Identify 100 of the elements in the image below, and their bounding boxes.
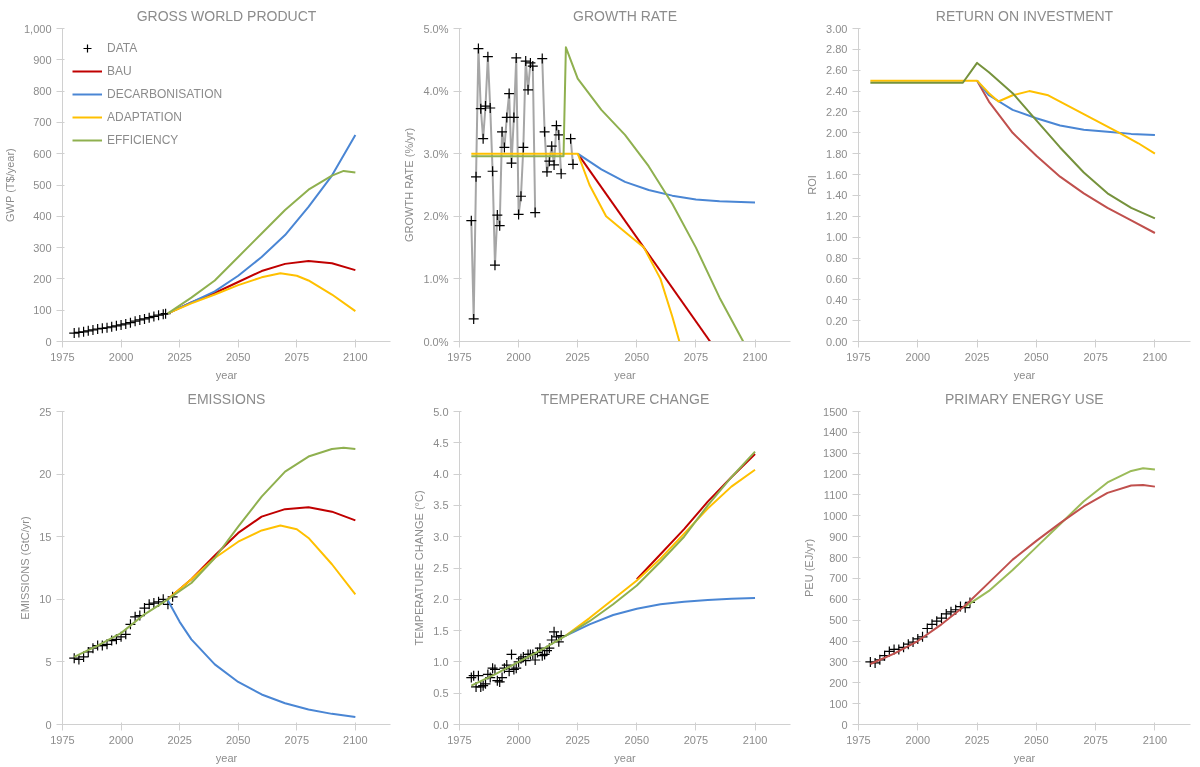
x-tick-label: 2100 (1142, 733, 1168, 746)
y-tick-label: 2.40 (826, 85, 848, 98)
x-tick-label: 2025 (565, 350, 590, 363)
x-axis-title: year (614, 368, 637, 381)
y-tick-label: 1300 (823, 447, 848, 460)
y-tick-label: 2.00 (826, 126, 848, 139)
y-tick-label: 4.5 (433, 436, 449, 449)
x-axis-title: year (1013, 751, 1036, 764)
y-tick-label: 5.0 (433, 405, 449, 418)
y-tick-label: 1.5 (433, 624, 449, 637)
y-tick-label: 0.0 (433, 718, 449, 731)
y-tick-label: 100 (33, 304, 52, 317)
y-tick-label: 300 (33, 241, 52, 254)
y-tick-label: 1400 (823, 426, 848, 439)
y-tick-label: 0 (841, 718, 848, 731)
y-axis-title: TEMPERATURE CHANGE (°C) (413, 490, 426, 646)
y-tick-label: 2.0 (433, 593, 449, 606)
x-tick-label: 1975 (447, 733, 472, 746)
x-tick-label: 1975 (846, 733, 871, 746)
y-tick-label: 600 (33, 147, 52, 160)
y-tick-label: 400 (829, 635, 848, 648)
x-tick-label: 2025 (964, 733, 990, 746)
x-tick-label: 2025 (964, 350, 990, 363)
y-tick-label: 1500 (823, 405, 848, 418)
chart-title: EMISSIONS (187, 390, 266, 407)
x-tick-label: 2000 (905, 350, 931, 363)
y-tick-label: 3.0% (423, 147, 449, 160)
y-tick-label: 1.80 (826, 147, 848, 160)
x-tick-label: 2075 (1083, 733, 1108, 746)
x-tick-label: 2050 (225, 350, 251, 363)
x-tick-label: 2000 (108, 350, 134, 363)
y-tick-label: 600 (829, 593, 848, 606)
x-axis-title: year (215, 368, 238, 381)
y-axis-title: EMISSIONS (GtC/yr) (19, 516, 32, 620)
x-tick-label: 2075 (683, 350, 709, 363)
y-tick-label: 4.0 (433, 468, 449, 481)
y-tick-label: 1.0 (433, 655, 449, 668)
y-tick-label: 0.40 (826, 293, 848, 306)
legend-label: EFFICIENCY (107, 133, 179, 147)
x-tick-label: 2050 (1024, 733, 1049, 746)
y-tick-label: 400 (33, 210, 52, 223)
x-tick-label: 1975 (50, 350, 75, 363)
y-tick-label: 0.20 (826, 314, 848, 327)
y-tick-label: 20 (39, 468, 52, 481)
y-tick-label: 500 (33, 179, 52, 191)
x-axis-title: year (215, 751, 238, 764)
x-tick-label: 2000 (506, 350, 531, 363)
y-tick-label: 1200 (823, 468, 848, 481)
x-tick-label: 2075 (284, 350, 310, 363)
y-tick-label: 1100 (823, 488, 848, 501)
y-tick-label: 3.00 (826, 22, 848, 35)
y-tick-label: 300 (829, 655, 848, 668)
x-tick-label: 1975 (846, 350, 871, 363)
x-tick-label: 2025 (565, 733, 590, 746)
y-tick-label: 15 (39, 530, 52, 543)
chart-title: GROWTH RATE (573, 7, 677, 24)
chart-title: RETURN ON INVESTMENT (935, 7, 1114, 24)
y-tick-label: 800 (829, 551, 848, 564)
y-tick-label: 0.80 (826, 252, 848, 265)
x-tick-label: 2025 (167, 733, 192, 746)
x-tick-label: 2025 (167, 350, 192, 363)
x-axis-title: year (1013, 368, 1036, 381)
x-tick-label: 2000 (108, 733, 134, 746)
y-tick-label: 10 (39, 593, 52, 606)
y-tick-label: 0 (45, 335, 52, 348)
y-tick-label: 2.80 (826, 43, 848, 56)
x-tick-label: 2000 (905, 733, 931, 746)
y-tick-label: 1.60 (826, 168, 848, 181)
y-tick-label: 200 (33, 272, 52, 285)
x-tick-label: 2100 (742, 733, 768, 746)
y-tick-label: 0.0% (423, 335, 449, 348)
x-tick-label: 2100 (742, 350, 768, 363)
y-tick-label: 700 (33, 116, 52, 129)
x-tick-label: 2050 (1024, 350, 1049, 363)
y-axis-title: ROI (806, 175, 819, 195)
x-tick-label: 2075 (1083, 350, 1108, 363)
x-tick-label: 1975 (447, 350, 472, 363)
y-tick-label: 5.0% (423, 22, 449, 35)
y-tick-label: 2.20 (826, 105, 848, 118)
y-tick-label: 700 (829, 572, 848, 585)
y-tick-label: 1.40 (826, 189, 848, 202)
y-axis-title: PEU (EJ/yr) (803, 538, 816, 598)
legend-label: BAU (107, 64, 132, 78)
x-tick-label: 2050 (225, 733, 251, 746)
x-tick-label: 2100 (343, 733, 368, 746)
y-tick-label: 0.00 (826, 335, 848, 348)
y-tick-label: 0 (45, 718, 52, 731)
legend-label: DECARBONISATION (107, 87, 223, 101)
y-tick-label: 1,000 (23, 22, 52, 35)
chart-title: GROSS WORLD PRODUCT (136, 7, 317, 24)
y-tick-label: 200 (829, 676, 848, 689)
y-tick-label: 5 (45, 655, 52, 668)
x-axis-title: year (614, 751, 637, 764)
x-tick-label: 2050 (624, 733, 650, 746)
y-tick-label: 500 (829, 614, 848, 627)
y-tick-label: 900 (829, 530, 848, 543)
y-tick-label: 100 (829, 697, 848, 710)
y-tick-label: 0.60 (826, 272, 848, 285)
y-tick-label: 1.00 (826, 231, 848, 244)
x-tick-label: 2000 (506, 733, 531, 746)
